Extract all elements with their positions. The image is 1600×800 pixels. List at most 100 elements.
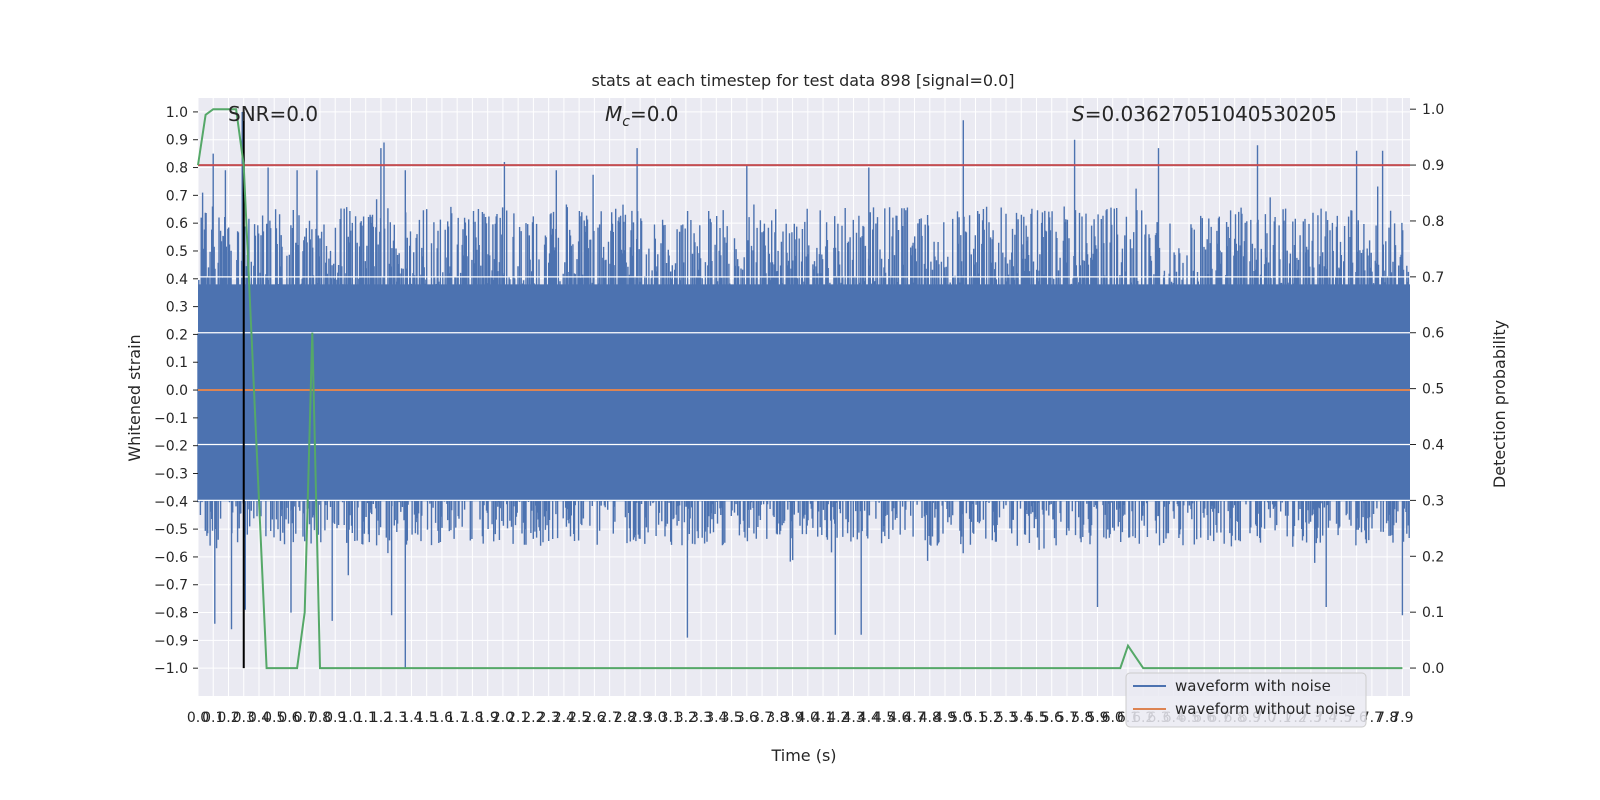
- x-tick-label: 5.1: [964, 710, 986, 726]
- legend: waveform with noise waveform without noi…: [1125, 672, 1367, 728]
- x-tick-label: 3.0: [644, 710, 666, 726]
- x-tick-label: 5.0: [949, 710, 971, 726]
- y-tick-label-left: 0.8: [166, 161, 188, 177]
- y-tick-label-left: −0.3: [154, 466, 188, 482]
- x-tick-label: 2.7: [598, 710, 620, 726]
- y-tick-label-left: 1.0: [166, 105, 188, 121]
- x-tick-label: 4.1: [812, 710, 834, 726]
- mc-symbol: M: [605, 102, 622, 126]
- x-tick-label: 4.7: [903, 710, 925, 726]
- x-tick-label: 2.2: [522, 710, 544, 726]
- y-tick-label-left: 0.2: [166, 327, 188, 343]
- x-tick-label: 0.9: [324, 710, 346, 726]
- x-tick-label: 2.9: [629, 710, 651, 726]
- y-tick-label-left: −0.8: [154, 606, 188, 622]
- y-tick-label-left: −0.7: [154, 578, 188, 594]
- legend-label-waveform-with-noise: waveform with noise: [1175, 677, 1331, 695]
- x-tick-label: 0.3: [233, 710, 255, 726]
- y-tick-label-left: −0.1: [154, 411, 188, 427]
- x-tick-label: 4.0: [797, 710, 819, 726]
- x-tick-label: 3.6: [736, 710, 758, 726]
- x-tick-label: 0.7: [294, 710, 316, 726]
- snr-annotation: SNR=0.0: [228, 102, 318, 126]
- y-tick-label-left: 0.6: [166, 216, 188, 232]
- x-tick-label: 1.1: [355, 710, 377, 726]
- y-tick-labels-right: 1.0 0.9 0.8 0.7 0.6 0.5 0.4 0.3 0.2 0.1 0.0: [1410, 102, 1444, 677]
- x-tick-label: 3.7: [751, 710, 773, 726]
- x-tick-label: 6.0: [1102, 710, 1124, 726]
- x-tick-label: 1.7: [446, 710, 468, 726]
- x-tick-label: 3.5: [720, 710, 742, 726]
- x-tick-label: 5.3: [995, 710, 1017, 726]
- x-tick-label: 1.6: [431, 710, 453, 726]
- x-tick-label: 2.0: [492, 710, 514, 726]
- s-value: =0.03627051040530205: [1085, 102, 1337, 126]
- x-tick-label: 0.4: [248, 710, 270, 726]
- x-tick-label: 2.8: [614, 710, 636, 726]
- x-tick-label: 3.9: [781, 710, 803, 726]
- y-axis-label-left: Whitened strain: [125, 334, 144, 461]
- y-tick-label-right: 0.2: [1422, 549, 1444, 565]
- x-tick-label: 2.5: [568, 710, 590, 726]
- x-tick-label: 1.4: [400, 710, 422, 726]
- x-axis-label: Time (s): [770, 746, 836, 765]
- x-tick-label: 1.2: [370, 710, 392, 726]
- y-tick-label-left: −1.0: [154, 661, 188, 677]
- mc-subscript: c: [622, 114, 630, 130]
- y-tick-label-left: −0.9: [154, 633, 188, 649]
- x-tick-label: 2.3: [538, 710, 560, 726]
- x-tick-label: 2.6: [583, 710, 605, 726]
- x-tick-label: 7.9: [1391, 710, 1413, 726]
- x-tick-label: 5.5: [1025, 710, 1047, 726]
- x-tick-label: 3.2: [675, 710, 697, 726]
- y-tick-label-left: 0.0: [166, 383, 188, 399]
- y-tick-label-right: 0.0: [1422, 661, 1444, 677]
- x-tick-label: 0.2: [217, 710, 239, 726]
- y-tick-label-left: 0.1: [166, 355, 188, 371]
- y-tick-label-left: −0.6: [154, 550, 188, 566]
- x-tick-label: 4.3: [842, 710, 864, 726]
- y-tick-label-left: 0.4: [166, 272, 188, 288]
- x-tick-label: 4.6: [888, 710, 910, 726]
- x-tick-label: 5.6: [1041, 710, 1063, 726]
- x-tick-label: 4.2: [827, 710, 849, 726]
- y-tick-label-right: 0.6: [1422, 326, 1444, 342]
- x-tick-label: 0.1: [202, 710, 224, 726]
- x-tick-label: 1.8: [461, 710, 483, 726]
- x-tick-label: 5.4: [1010, 710, 1032, 726]
- y-axis-label-right: Detection probability: [1490, 320, 1509, 488]
- x-tick-label: 5.2: [980, 710, 1002, 726]
- y-tick-label-right: 0.9: [1422, 158, 1444, 174]
- x-tick-label: 4.4: [858, 710, 880, 726]
- x-tick-label: 1.0: [339, 710, 361, 726]
- chart-title: stats at each timestep for test data 898…: [591, 71, 1014, 90]
- x-tick-label: 1.3: [385, 710, 407, 726]
- y-tick-labels-left: 1.0 0.9 0.8 0.7 0.6 0.5 0.4 0.3 0.2 0.1 0.0 −0.1 −0.…: [154, 105, 198, 677]
- x-tick-label: 0.0: [187, 710, 209, 726]
- x-tick-label: 0.8: [309, 710, 331, 726]
- legend-label-waveform-without-noise: waveform without noise: [1175, 700, 1355, 718]
- y-tick-label-right: 0.5: [1422, 382, 1444, 398]
- mc-annotation: Mc=0.0: [605, 102, 679, 130]
- x-tick-label: 7.8: [1376, 710, 1398, 726]
- y-tick-label-left: 0.7: [166, 188, 188, 204]
- noise-waveform: [197, 111, 1410, 669]
- x-tick-label: 0.6: [278, 710, 300, 726]
- x-tick-label: 4.5: [873, 710, 895, 726]
- x-tick-label: 3.3: [690, 710, 712, 726]
- y-tick-label-right: 0.3: [1422, 493, 1444, 509]
- noise-core-band: [198, 284, 1410, 502]
- s-annotation: S=0.03627051040530205: [1072, 102, 1337, 126]
- x-tick-label: 1.9: [477, 710, 499, 726]
- y-tick-label-right: 0.8: [1422, 214, 1444, 230]
- mc-value: =0.0: [630, 102, 679, 126]
- x-tick-label: 5.8: [1071, 710, 1093, 726]
- x-tick-label: 3.4: [705, 710, 727, 726]
- x-tick-label: 3.8: [766, 710, 788, 726]
- series-line-detection-probability: [197, 108, 1403, 670]
- y-tick-label-left: −0.5: [154, 522, 188, 538]
- y-tick-label-right: 1.0: [1422, 102, 1444, 118]
- y-tick-label-left: 0.9: [166, 133, 188, 149]
- x-tick-label: 2.1: [507, 710, 529, 726]
